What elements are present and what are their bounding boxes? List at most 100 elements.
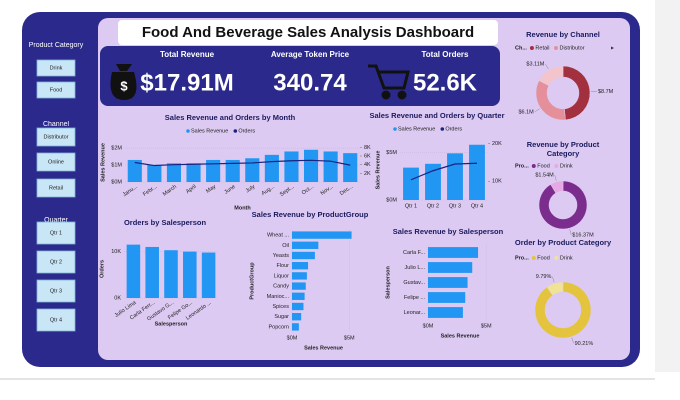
leader-line [571, 337, 574, 344]
bar [166, 163, 182, 182]
legend-label: Food [537, 163, 550, 169]
y-tick-label: Spices [272, 304, 289, 310]
dashboard-title: Food And Beverage Sales Analysis Dashboa… [142, 24, 474, 41]
legend-marker [531, 164, 536, 168]
legend-marker [529, 46, 534, 50]
value-label: $1.54M [535, 173, 554, 179]
slicer-button[interactable] [36, 178, 76, 198]
slicer-item: Qtr 2 [50, 259, 62, 265]
kpi-value: $17.91M [140, 69, 233, 96]
slicer-button[interactable] [36, 279, 76, 303]
svg-text:$: $ [120, 78, 128, 93]
legend-label: Retail [535, 45, 549, 51]
value-label: 9.79% [536, 274, 552, 280]
bar [292, 302, 304, 311]
legend-marker [186, 129, 190, 133]
bar [145, 246, 159, 298]
x-axis-label: Salesperson [155, 321, 188, 327]
slicer-button[interactable] [36, 308, 76, 332]
legend-more-arrow: ▸ [611, 46, 614, 52]
legend-marker [531, 256, 536, 260]
chart-title: Revenue by Channel [526, 30, 600, 39]
bar [206, 159, 221, 182]
money-bag-icon: $ [110, 64, 137, 100]
slicer-button[interactable] [36, 152, 76, 172]
kpi-label: Total Orders [422, 50, 470, 59]
slicer-button[interactable] [36, 127, 76, 147]
kpi-label: Total Revenue [160, 50, 215, 59]
y2-tick-label: 6K [364, 153, 371, 159]
slicer-button[interactable] [36, 81, 76, 99]
chart-title: Sales Revenue by Salesperson [393, 227, 504, 236]
y-tick-label: Gustav... [403, 280, 425, 286]
title-box [118, 20, 498, 45]
bar [264, 154, 279, 182]
donut-slice [534, 281, 592, 339]
bar [292, 292, 305, 300]
y-tick-label: $2M [111, 146, 122, 152]
y-tick-label: Sugar [274, 314, 289, 320]
x-axis-label: Sales Revenue [441, 333, 480, 339]
y-tick-label: 0K [114, 295, 121, 301]
legend-label: Orders [445, 126, 462, 132]
bar [428, 247, 479, 258]
leader-line [552, 276, 555, 283]
leader-line [534, 108, 540, 113]
y-tick-label: $5M [386, 150, 397, 156]
slicer-button[interactable] [36, 221, 76, 245]
donut-slice [562, 65, 591, 121]
y2-tick-label: 2K [364, 171, 371, 177]
y-axis-label: Sales Revenue [100, 143, 106, 182]
slicer-title: Quarter [44, 217, 68, 224]
legend-marker [440, 127, 445, 131]
y-tick-label: Felipe ... [404, 295, 426, 301]
chart-title: Sales Revenue and Orders by Month [165, 113, 296, 122]
y-axis-label: Orders [99, 260, 105, 278]
value-label: $16.37M [572, 232, 594, 238]
y2-tick-label: 4K [364, 162, 371, 168]
y-axis-label: ProductGroup [249, 262, 255, 300]
leader-line [545, 63, 549, 70]
bar [292, 282, 306, 290]
donut-slice [538, 180, 588, 230]
slicer-item: Drink [50, 65, 63, 71]
y-tick-label: Liquor [274, 273, 289, 279]
x-tick-label: $0M [287, 335, 298, 341]
bar [403, 167, 419, 200]
legend-marker [554, 164, 559, 168]
y2-tick-label: 10K [492, 179, 502, 185]
bar [428, 277, 468, 288]
slicer-button[interactable] [36, 250, 76, 274]
x-tick-label: Qtr 2 [427, 203, 439, 209]
x-tick-label: Qtr 3 [449, 203, 461, 209]
x-tick-label: April [185, 184, 197, 195]
y-tick-label: Yeasts [273, 253, 290, 259]
kpi-value: 52.6K [413, 69, 478, 96]
bar [126, 244, 141, 298]
side-strip [655, 0, 680, 372]
legend-title: Pro... [515, 255, 529, 261]
slicer-button[interactable] [36, 59, 76, 77]
bar [428, 307, 463, 318]
legend-label: Drink [560, 255, 573, 261]
y-tick-label: $0M [386, 197, 397, 203]
bar [225, 159, 240, 182]
y-tick-label: Wheat ... [267, 233, 289, 239]
bar [343, 153, 358, 182]
y-tick-label: Flour [276, 263, 289, 269]
y2-tick-label: 8K [364, 145, 371, 151]
y-axis-label: Sales Revenue [375, 151, 381, 190]
legend-label: Drink [560, 163, 573, 169]
x-tick-label: Qtr 1 [405, 203, 417, 209]
chart-title: Sales Revenue by ProductGroup [252, 210, 369, 219]
legend-label: Distributor [559, 45, 584, 51]
value-label: 90.21% [575, 341, 594, 347]
bar [303, 149, 319, 182]
y-tick-label: $0M [111, 179, 122, 185]
bar [284, 151, 299, 182]
bar [147, 165, 162, 182]
y-tick-label: Manioc... [267, 294, 290, 300]
legend-label: Orders [238, 128, 255, 134]
bar [292, 313, 302, 321]
